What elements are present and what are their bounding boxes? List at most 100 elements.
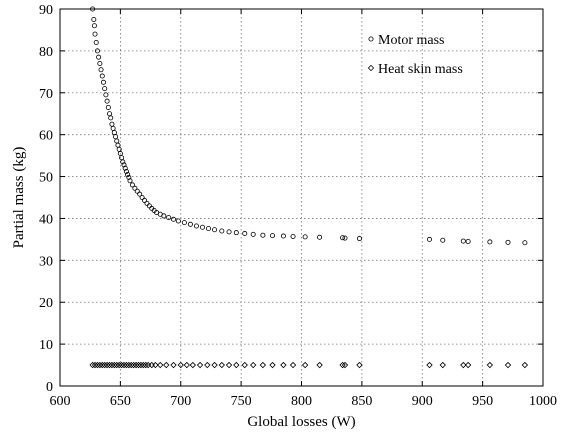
series-layer: [89, 6, 529, 369]
heat-skin-mass-point: [170, 361, 177, 369]
motor-mass-point: [212, 227, 218, 233]
motor-mass-point: [342, 235, 348, 241]
heat-skin-mass-point: [189, 361, 196, 369]
tick-labels: 600 650 700 750 800 850 900 950 1000 0 10 20 30 40 50 6…: [39, 3, 557, 409]
motor-mass-point: [91, 16, 97, 22]
motor-mass-point: [465, 238, 471, 244]
motor-mass-point: [122, 165, 128, 171]
heat-skin-mass-point: [118, 361, 125, 369]
motor-mass-point: [199, 224, 205, 230]
motor-mass-point: [219, 228, 225, 234]
y-tick-label: 30: [39, 254, 53, 269]
y-tick-label: 80: [39, 45, 53, 60]
heat-skin-mass-point: [148, 361, 155, 369]
motor-mass-point: [109, 121, 115, 127]
motor-mass-point: [94, 48, 100, 54]
heat-skin-mass-point: [135, 361, 142, 369]
motor-mass-point: [129, 182, 135, 188]
heat-skin-mass-point: [132, 361, 140, 369]
heat-skin-mass-point: [233, 361, 240, 369]
motor-mass-point: [242, 231, 248, 237]
heat-skin-mass-point: [211, 361, 218, 369]
motor-mass-point: [121, 162, 127, 168]
motor-mass-point: [175, 218, 181, 224]
x-tick-label: 600: [50, 394, 71, 409]
heat-skin-mass-point: [316, 361, 323, 369]
motor-mass-point: [93, 40, 99, 46]
motor-mass-point: [99, 73, 105, 79]
heat-skin-mass-point: [225, 361, 233, 369]
heat-skin-mass-point: [339, 361, 346, 369]
heat-skin-mass-point: [486, 361, 494, 369]
x-tick-label: 1000: [529, 394, 557, 409]
motor-mass-point: [90, 6, 96, 12]
x-axis-label: Global losses (W): [247, 414, 355, 430]
heat-skin-mass-point: [157, 361, 164, 369]
heat-skin-mass-point: [426, 361, 433, 369]
motor-mass-point: [132, 185, 138, 191]
motor-mass-point: [100, 79, 106, 85]
motor-mass-point: [340, 235, 346, 241]
motor-mass-point: [105, 104, 111, 110]
heat-skin-mass-point: [356, 361, 363, 369]
motor-mass-point: [98, 67, 104, 73]
motor-mass-point: [426, 236, 432, 242]
legend-label: Heat skin mass: [378, 62, 463, 77]
x-tick-label: 800: [291, 394, 312, 409]
legend-label: Motor mass: [378, 33, 445, 48]
motor-mass-point: [290, 233, 296, 239]
motor-mass-point: [113, 134, 119, 140]
motor-mass-point: [91, 23, 97, 29]
y-tick-label: 70: [39, 87, 53, 102]
heat-skin-mass-point: [177, 361, 184, 369]
motor-mass-point: [505, 239, 511, 245]
heat-skin-mass-point: [289, 361, 297, 369]
heat-skin-mass-point: [439, 361, 446, 369]
heat-skin-mass-point: [89, 361, 96, 369]
grid: [60, 9, 543, 386]
motor-mass-point: [233, 230, 239, 236]
heat-skin-mass-point: [99, 361, 106, 369]
motor-mass-point: [193, 223, 199, 229]
motor-mass-point: [144, 200, 150, 206]
heat-skin-mass-point: [111, 361, 118, 369]
heat-skin-mass-point: [204, 361, 211, 369]
x-tick-label: 650: [110, 394, 131, 409]
motor-mass-point: [123, 169, 129, 175]
heat-skin-mass-point: [140, 361, 147, 369]
motor-mass-point: [250, 231, 256, 237]
heat-skin-mass-point: [183, 361, 190, 369]
legend: Motor mass Heat skin mass: [367, 33, 463, 77]
motor-mass-point: [146, 203, 152, 209]
motor-mass-point: [92, 31, 98, 37]
heat-skin-mass-point: [152, 361, 159, 369]
motor-mass-point: [110, 125, 116, 131]
heat-skin-mass-point: [120, 361, 128, 369]
motor-mass-point: [460, 238, 466, 244]
heat-skin-mass-point: [142, 361, 149, 369]
motor-mass-point: [102, 86, 108, 92]
heat-skin-mass-point: [250, 361, 257, 369]
heat-skin-mass-point: [241, 361, 248, 369]
heat-skin-mass-point: [108, 361, 116, 369]
y-tick-label: 40: [39, 212, 53, 227]
heat-skin-mass-point: [163, 361, 170, 369]
y-tick-label: 0: [46, 380, 53, 395]
heat-skin-mass-point: [116, 361, 123, 369]
y-tick-label: 10: [39, 338, 53, 353]
motor-mass-point: [161, 213, 167, 219]
motor-mass-point: [127, 178, 133, 184]
y-axis-label: Partial mass (kg): [11, 147, 27, 249]
motor-mass-point: [120, 159, 126, 165]
motor-mass-point: [317, 234, 323, 240]
motor-mass-point: [134, 188, 140, 194]
y-tick-label: 90: [39, 3, 53, 18]
y-tick-label: 60: [39, 129, 53, 144]
legend-motor-mass-marker: [368, 36, 374, 42]
plot-frame: [59, 8, 544, 387]
motor-mass-point: [280, 233, 286, 239]
motor-mass-point: [115, 142, 121, 148]
x-tick-label: 950: [472, 394, 493, 409]
x-tick-label: 850: [351, 394, 372, 409]
